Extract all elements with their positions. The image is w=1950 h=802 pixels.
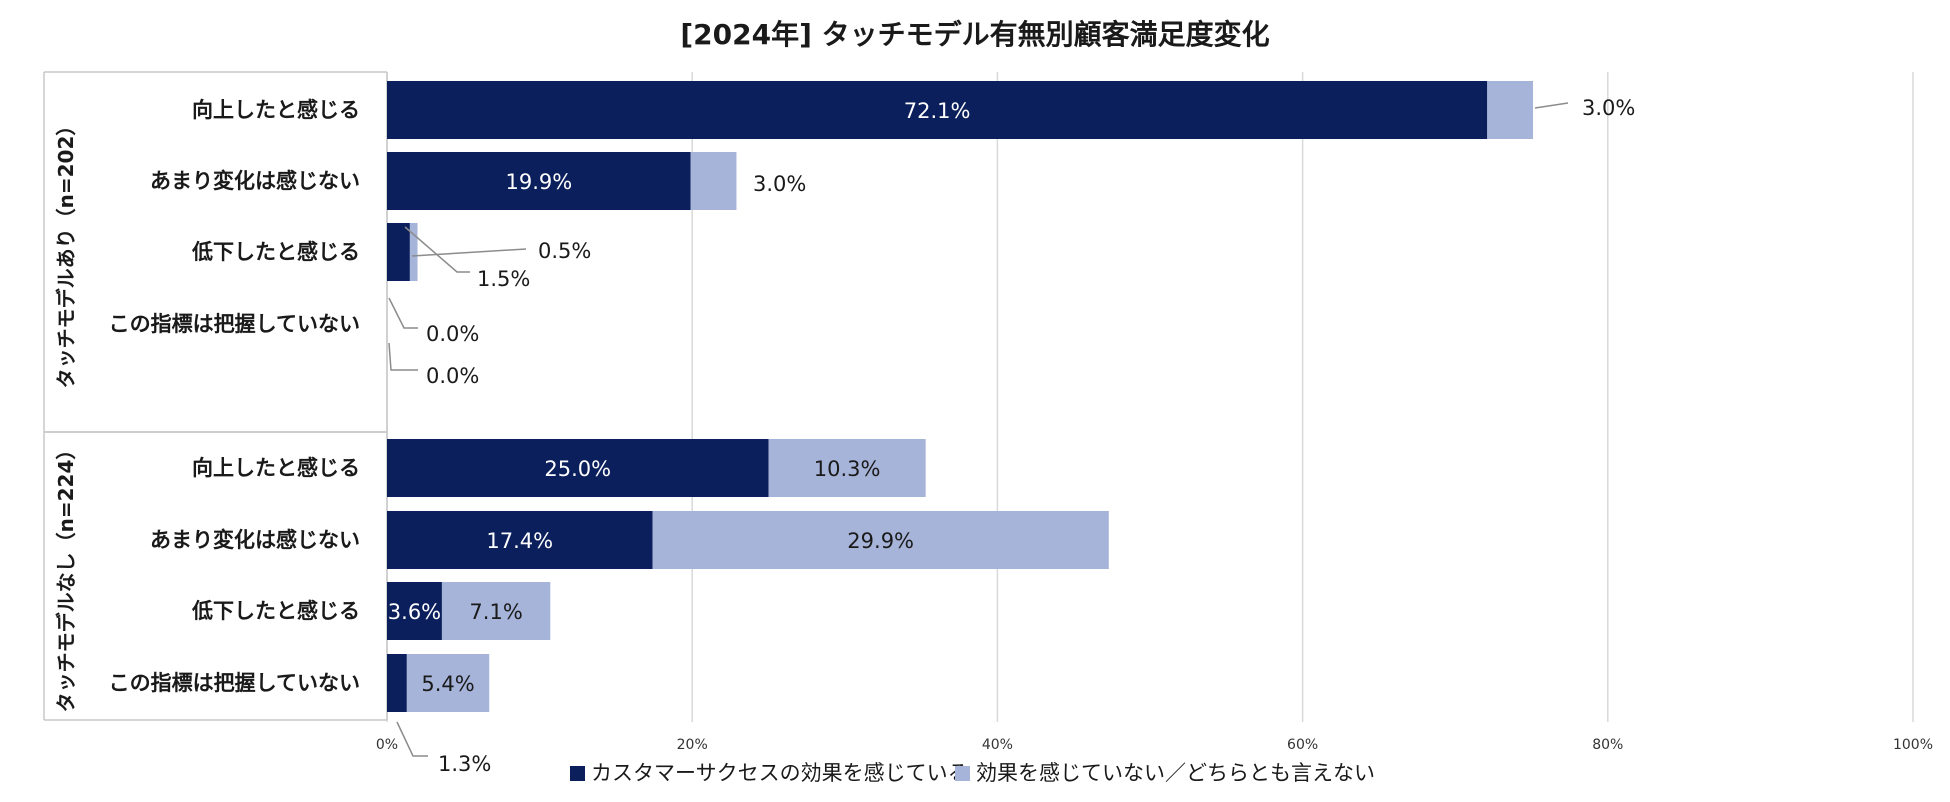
leader-line: [388, 297, 418, 329]
bar-segment-not-effective: [768, 439, 926, 497]
data-label: 5.4%: [421, 672, 474, 696]
leader-line: [1534, 102, 1569, 109]
bar-segment-not-effective: [409, 223, 418, 281]
legend-swatch-effective: [570, 766, 585, 781]
data-label: 10.3%: [814, 457, 881, 481]
category-label: 低下したと感じる: [191, 240, 360, 264]
legend-label-not-effective: 効果を感じていない／どちらとも言えない: [976, 761, 1375, 785]
data-label: 3.0%: [753, 172, 806, 196]
data-label: 19.9%: [505, 170, 572, 194]
bar-segment-not-effective: [406, 654, 490, 712]
bar-segment-effective: [387, 223, 410, 281]
group-label: タッチモデルなし（n=224）: [54, 440, 78, 713]
x-tick-label: 80%: [1592, 737, 1623, 753]
x-tick-label: 60%: [1287, 737, 1318, 753]
category-label: あまり変化は感じない: [150, 528, 360, 552]
category-label: 低下したと感じる: [191, 599, 360, 623]
data-label: 7.1%: [469, 600, 522, 624]
bar-segment-not-effective: [1487, 81, 1534, 139]
data-label: 0.0%: [426, 364, 479, 388]
data-labels: 72.1% 3.0% 19.9% 3.0% 1.5% 0.5% 0.0% 0.0% 25.0% 1…: [388, 96, 1636, 776]
group-label: タッチモデルあり（n=202）: [54, 116, 78, 389]
chart-title: [2024年] タッチモデル有無別顧客満足度変化: [680, 18, 1269, 51]
data-label: 3.6%: [388, 600, 441, 624]
category-label: あまり変化は感じない: [150, 169, 360, 193]
data-label: 0.5%: [538, 239, 591, 263]
bar-segment-not-effective: [652, 511, 1109, 569]
leader-line: [396, 721, 428, 757]
x-tick-label: 40%: [982, 737, 1013, 753]
data-label: 1.3%: [438, 752, 491, 776]
data-label: 1.5%: [477, 267, 530, 291]
legend-swatch-not-effective: [955, 766, 970, 781]
x-axis: 0% 20% 40% 60% 80% 100%: [376, 737, 1933, 753]
bar-segment-effective: [387, 654, 407, 712]
legend-label-effective: カスタマーサクセスの効果を感じている: [591, 761, 969, 785]
data-label: 72.1%: [904, 99, 971, 123]
bar-segment-not-effective: [690, 152, 737, 210]
leader-line: [404, 226, 470, 273]
bars: [387, 81, 1534, 712]
data-label: 25.0%: [544, 457, 611, 481]
x-tick-label: 20%: [677, 737, 708, 753]
category-label: 向上したと感じる: [192, 98, 360, 122]
data-label: 17.4%: [486, 529, 553, 553]
leader-line: [388, 342, 418, 371]
x-tick-label: 100%: [1893, 737, 1933, 753]
bar-segment-effective: [387, 582, 442, 640]
category-label: この指標は把握していない: [109, 671, 360, 695]
data-label: 3.0%: [1582, 96, 1635, 120]
bar-segment-not-effective: [441, 582, 551, 640]
legend: カスタマーサクセスの効果を感じている 効果を感じていない／どちらとも言えない: [570, 761, 1375, 785]
data-label: 0.0%: [426, 322, 479, 346]
bar-segment-effective: [387, 152, 691, 210]
leader-line: [411, 248, 527, 257]
category-frame: タッチモデルあり（n=202）タッチモデルなし（n=224）向上したと感じるあま…: [43, 71, 388, 721]
bar-segment-effective: [387, 511, 653, 569]
category-label: 向上したと感じる: [192, 456, 360, 480]
data-label: 29.9%: [847, 529, 914, 553]
category-label: この指標は把握していない: [109, 312, 360, 336]
bar-segment-effective: [387, 439, 769, 497]
bar-segment-effective: [387, 81, 1488, 139]
x-tick-label: 0%: [376, 737, 398, 753]
